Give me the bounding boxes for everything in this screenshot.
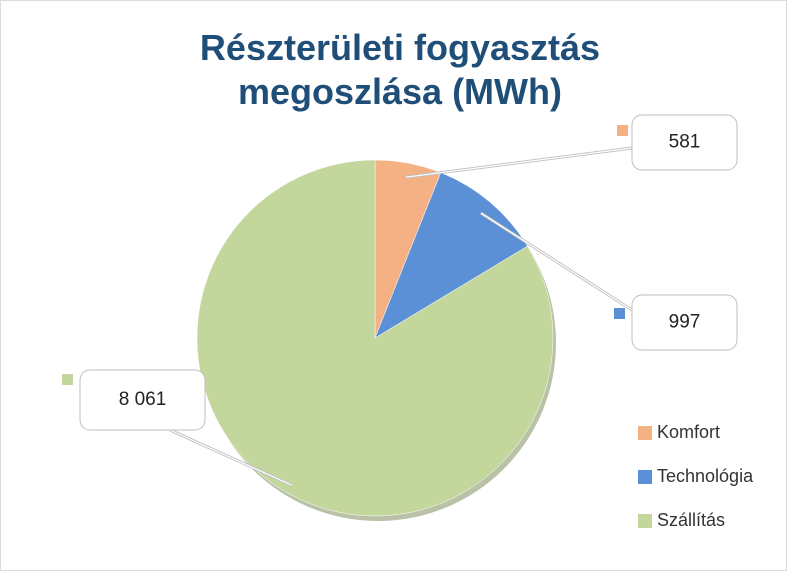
legend-swatch [638, 426, 652, 440]
legend-label: Komfort [657, 422, 720, 442]
legend-swatch [638, 514, 652, 528]
chart-title: Részterületi fogyasztás megoszlása (MWh) [199, 27, 601, 112]
label-box [631, 294, 738, 351]
leader-line [480, 212, 633, 311]
leader-line [169, 429, 293, 486]
leader-line [405, 147, 633, 178]
pie-slice [196, 159, 554, 517]
data-label: 8 061 [119, 389, 167, 410]
label-swatch [614, 308, 625, 319]
legend-label: Technológia [657, 466, 754, 486]
label-box [79, 369, 206, 431]
legend-label: Szállítás [657, 510, 725, 530]
legend-swatch [638, 470, 652, 484]
label-swatch [62, 374, 73, 385]
label-box [631, 114, 738, 171]
label-swatch [617, 125, 628, 136]
data-label: 581 [669, 132, 701, 153]
data-label: 997 [669, 312, 701, 333]
